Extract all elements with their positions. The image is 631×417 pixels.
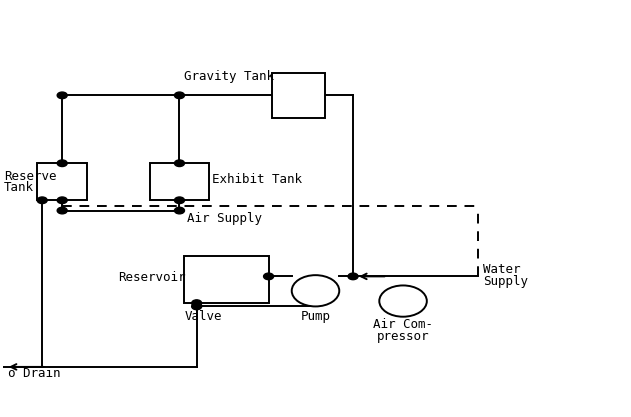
Circle shape: [57, 160, 67, 166]
Circle shape: [37, 197, 47, 203]
Bar: [37, 163, 87, 200]
Text: Reserve: Reserve: [4, 170, 57, 183]
Circle shape: [174, 197, 184, 203]
Circle shape: [348, 273, 358, 280]
Circle shape: [57, 92, 67, 99]
Text: Supply: Supply: [483, 275, 528, 288]
Text: Water: Water: [483, 263, 521, 276]
Text: Reservoir: Reservoir: [119, 271, 186, 284]
Circle shape: [174, 207, 184, 214]
Text: Air Com-: Air Com-: [373, 318, 433, 331]
Text: Air Supply: Air Supply: [187, 212, 262, 225]
Text: pressor: pressor: [377, 329, 429, 342]
Circle shape: [174, 160, 184, 166]
Text: Tank: Tank: [4, 181, 34, 194]
Circle shape: [264, 273, 274, 280]
Text: Gravity Tank: Gravity Tank: [184, 70, 274, 83]
Circle shape: [379, 286, 427, 317]
Text: o Drain: o Drain: [8, 367, 61, 379]
Text: Valve: Valve: [184, 310, 221, 323]
Circle shape: [174, 92, 184, 99]
Circle shape: [57, 197, 67, 203]
Text: Pump: Pump: [300, 310, 331, 323]
Bar: [150, 163, 209, 200]
Circle shape: [192, 303, 202, 310]
Circle shape: [292, 275, 339, 306]
Bar: [272, 73, 325, 118]
Circle shape: [192, 300, 202, 306]
Bar: [184, 256, 269, 303]
Circle shape: [57, 207, 67, 214]
Text: Exhibit Tank: Exhibit Tank: [212, 173, 302, 186]
